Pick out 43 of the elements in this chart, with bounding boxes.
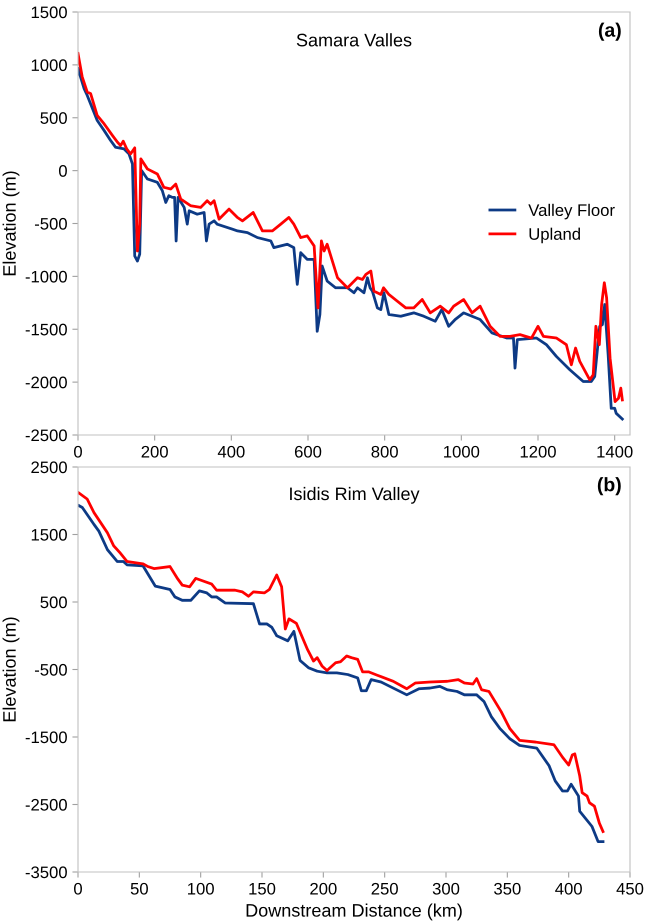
x-tick-label: 450 (616, 882, 644, 895)
y-tick-label: -500 (34, 664, 67, 676)
text: Isidis Rim Valley (290, 486, 420, 504)
y-tick-label: -2000 (26, 376, 67, 388)
y-tick-label: -1000 (26, 270, 67, 283)
x-tick-label: 200 (310, 882, 337, 895)
x-tick-label: 1000 (444, 446, 480, 458)
x-tick-label: 600 (294, 446, 322, 458)
y-tick-label: 1000 (32, 59, 67, 72)
y-tick-label: 0 (58, 165, 67, 177)
y-tick-label: 1500 (32, 6, 67, 18)
x-tick-label: 150 (249, 882, 276, 895)
x-tick-label: 0 (74, 882, 82, 895)
y-axis-title: Elevation (m) (2, 171, 20, 276)
y-tick-label: -2500 (26, 429, 67, 442)
x-tick-label: 50 (130, 882, 148, 895)
annotation: (a) (598, 22, 621, 41)
x-axis-title: Downstream Distance (km) (246, 904, 462, 920)
y-tick-label: 1500 (32, 528, 67, 541)
y-tick-label: -500 (34, 218, 67, 230)
x-tick-label: 250 (372, 882, 398, 895)
x-tick-label: 300 (432, 882, 460, 895)
text: Samara Valles (296, 33, 412, 46)
y-tick-label: 500 (40, 112, 67, 124)
annotation: (b) (598, 477, 621, 496)
y-axis-title: Elevation (m) (2, 617, 20, 722)
x-tick-label: 1200 (520, 446, 556, 458)
legend-label: Valley Floor (528, 204, 615, 220)
y-tick-label: 2500 (31, 461, 67, 474)
y-tick-label: 500 (40, 596, 67, 608)
x-tick-label: 100 (188, 882, 214, 895)
y-tick-label: -3500 (26, 866, 67, 878)
y-tick-label: -1500 (26, 324, 67, 336)
x-tick-label: 1400 (597, 446, 633, 458)
legend-label: Upland (530, 228, 580, 244)
x-tick-label: 800 (371, 446, 398, 458)
x-tick-label: 350 (494, 882, 521, 895)
x-tick-label: 400 (218, 446, 245, 458)
x-tick-label: 200 (142, 446, 168, 458)
y-tick-label: -1500 (26, 731, 67, 744)
y-tick-label: -2500 (26, 798, 67, 811)
x-tick-label: 0 (74, 446, 82, 458)
x-tick-label: 400 (555, 882, 582, 895)
